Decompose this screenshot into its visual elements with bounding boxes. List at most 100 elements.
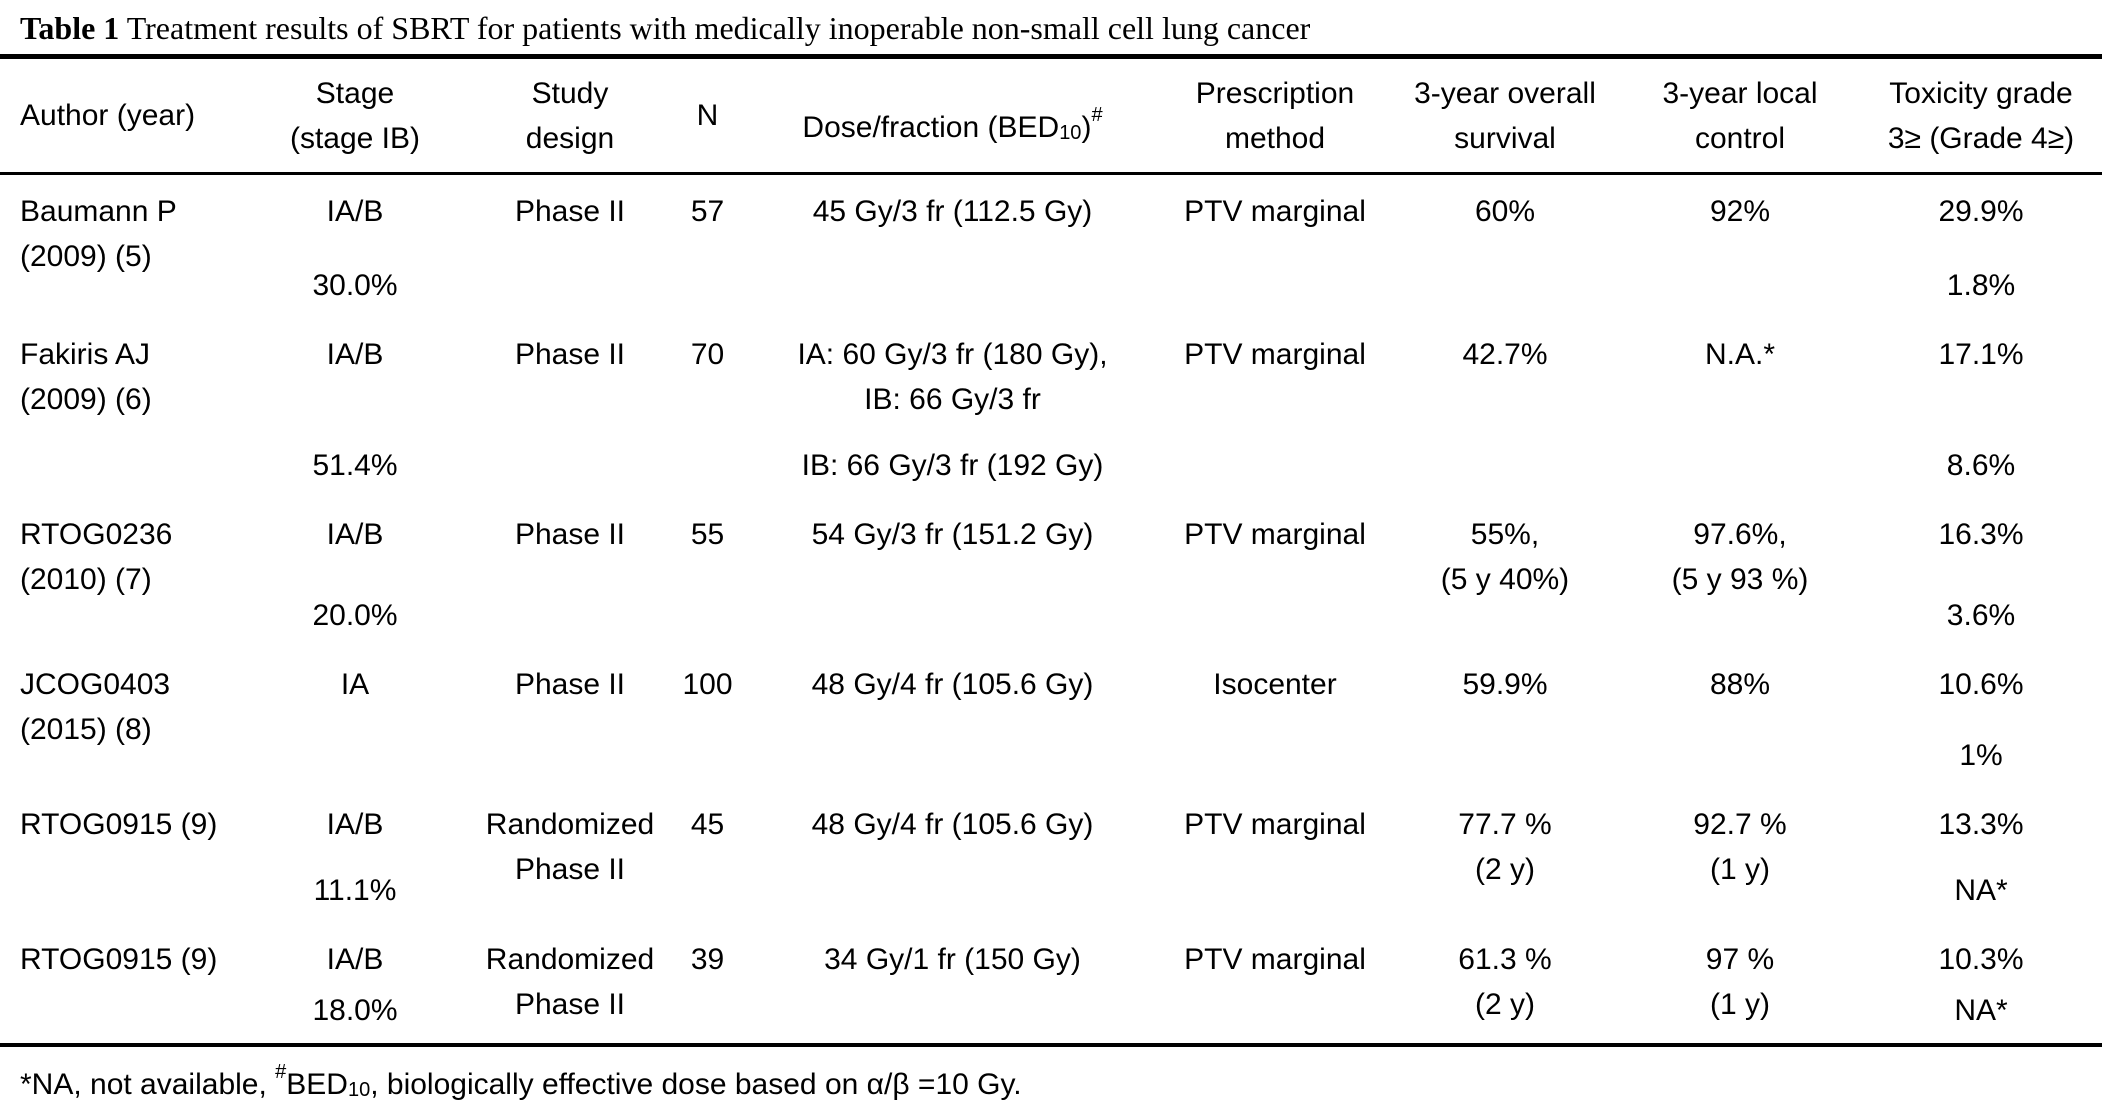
cell-control: 92.7 % (1 y) [1620, 788, 1860, 923]
cell-main: 10.6% [1860, 662, 2102, 707]
cell-sub-value: 1% [1959, 739, 2003, 772]
cell-main: Phase II [470, 512, 670, 557]
cell-line: 17.1% [1938, 338, 2024, 371]
cell-sub-value: NA* [1954, 874, 2008, 907]
cell-main: 54 Gy/3 fr (151.2 Gy) [745, 512, 1160, 557]
cell-author: RTOG0915 (9) [0, 788, 240, 923]
cell-main: RTOG0915 (9) [20, 802, 240, 847]
cell-main: 92% [1620, 189, 1860, 234]
cell-main: 61.3 % (2 y) [1390, 937, 1620, 1027]
cell-main: 70 [670, 332, 745, 377]
cell-main: 10.3% [1860, 937, 2102, 982]
cell-prescription: PTV marginal [1160, 175, 1390, 318]
cell-line: 57 [690, 195, 725, 228]
column-header-line: method [1224, 121, 1326, 155]
cell-line: N.A.* [1704, 338, 1776, 371]
cell-main: IA/B [240, 802, 470, 847]
cell-line: PTV marginal [1184, 808, 1366, 841]
cell-prescription: Isocenter [1160, 648, 1390, 788]
table-body: Baumann P (2009) (5) IA/B 30.0% Phase II 57 45… [0, 175, 2102, 1043]
cell-line: IA/B [326, 338, 384, 371]
cell-stage: IA/B 11.1% [240, 788, 470, 923]
table-row: Fakiris AJ (2009) (6) IA/B 51.4% Phase II 70 I… [0, 318, 2102, 498]
cell-main: 17.1% [1860, 332, 2102, 377]
text-run: ) [1081, 111, 1092, 144]
column-header-line: 3-year overall [1414, 76, 1596, 110]
cell-main: 45 Gy/3 fr (112.5 Gy) [745, 189, 1160, 234]
cell-main: 48 Gy/4 fr (105.6 Gy) [745, 662, 1160, 707]
cell-design: Phase II [470, 318, 670, 498]
column-header-line: survival [1454, 121, 1556, 155]
cell-main: 45 [670, 802, 745, 847]
cell-survival: 59.9% [1390, 648, 1620, 788]
cell-line: 34 Gy/1 fr (150 Gy) [824, 943, 1081, 976]
table-footnote: *NA, not available, #BED10, biologically… [20, 1050, 2082, 1102]
cell-line: 48 Gy/4 fr (105.6 Gy) [811, 668, 1094, 701]
column-header-line: Dose/fraction (BED10)# [802, 93, 1103, 144]
cell-line: 55%, [1470, 518, 1540, 551]
cell-line: (2009) (6) [20, 383, 152, 416]
cell-line: IB: 66 Gy/3 fr [864, 383, 1041, 416]
cell-author: RTOG0915 (9) [0, 923, 240, 1043]
cell-main: 34 Gy/1 fr (150 Gy) [745, 937, 1160, 982]
cell-line: 88% [1709, 668, 1771, 701]
cell-main: 59.9% [1390, 662, 1620, 707]
cell-line: Isocenter [1213, 668, 1337, 701]
superscript-marker: # [1091, 104, 1103, 126]
cell-stage: IA/B 20.0% [240, 498, 470, 648]
cell-stage: IA/B 30.0% [240, 175, 470, 318]
bottom-rule [0, 1043, 2102, 1047]
cell-main: Fakiris AJ (2009) (6) [20, 332, 240, 422]
cell-line: (2009) (5) [20, 240, 152, 273]
cell-line: Fakiris AJ [20, 338, 151, 371]
cell-line: Phase II [514, 853, 626, 886]
cell-line: 48 Gy/4 fr (105.6 Gy) [811, 808, 1094, 841]
cell-line: 55 [690, 518, 725, 551]
cell-line: 60% [1474, 195, 1536, 228]
cell-line: 10.6% [1938, 668, 2024, 701]
cell-survival: 61.3 % (2 y) [1390, 923, 1620, 1043]
cell-main: 48 Gy/4 fr (105.6 Gy) [745, 802, 1160, 847]
cell-n: 100 [670, 648, 745, 788]
cell-line: Randomized [485, 943, 655, 976]
cell-toxicity: 10.3% NA* [1860, 923, 2102, 1043]
column-header-line: N [696, 99, 719, 132]
cell-main: Randomized Phase II [470, 937, 670, 1027]
cell-sub-value: 3.6% [1946, 599, 2016, 632]
cell-sub-value: 18.0% [312, 994, 398, 1027]
cell-line: JCOG0403 [20, 668, 171, 701]
cell-prescription: PTV marginal [1160, 498, 1390, 648]
cell-main: 55 [670, 512, 745, 557]
cell-main: 42.7% [1390, 332, 1620, 377]
cell-line: 92% [1709, 195, 1771, 228]
text-run: *NA, not available, [20, 1068, 276, 1101]
text-run: BED [286, 1068, 348, 1101]
cell-prescription: PTV marginal [1160, 788, 1390, 923]
cell-main: IA/B [240, 937, 470, 982]
top-rule [0, 54, 2102, 59]
cell-prescription: PTV marginal [1160, 318, 1390, 498]
column-header-toxicity: Toxicity grade 3≥ (Grade 4≥) [1860, 59, 2102, 172]
cell-line: (2010) (7) [20, 563, 152, 596]
cell-line: Phase II [514, 988, 626, 1021]
cell-toxicity: 13.3% NA* [1860, 788, 2102, 923]
cell-stage: IA/B 18.0% [240, 923, 470, 1043]
cell-main: PTV marginal [1160, 332, 1390, 377]
cell-main: Phase II [470, 332, 670, 377]
cell-author: Baumann P (2009) (5) [0, 175, 240, 318]
column-header-line: control [1694, 121, 1786, 155]
column-header-line: 3≥ (Grade 4≥) [1887, 121, 2075, 155]
cell-main: Randomized Phase II [470, 802, 670, 892]
cell-line: 100 [682, 668, 733, 701]
cell-main: 57 [670, 189, 745, 234]
cell-main: PTV marginal [1160, 189, 1390, 234]
cell-dose: 34 Gy/1 fr (150 Gy) [745, 923, 1160, 1043]
cell-line: Randomized [485, 808, 655, 841]
cell-line: 42.7% [1462, 338, 1548, 371]
cell-main: 100 [670, 662, 745, 707]
cell-line: Phase II [514, 518, 626, 551]
cell-main: IA/B [240, 189, 470, 234]
cell-line: 39 [690, 943, 725, 976]
cell-line: 77.7 % [1458, 808, 1552, 841]
cell-line: (2 y) [1475, 853, 1535, 886]
